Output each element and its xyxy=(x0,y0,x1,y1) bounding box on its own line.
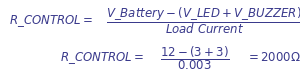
Text: $= 2000\Omega$: $= 2000\Omega$ xyxy=(246,51,300,64)
Text: $\mathit{R\_CONTROL} =$: $\mathit{R\_CONTROL} =$ xyxy=(9,13,93,29)
Text: $\mathit{R\_CONTROL} =$: $\mathit{R\_CONTROL} =$ xyxy=(60,50,144,66)
Text: $\dfrac{\mathit{V\_Battery}-(\mathit{V\_LED}+\mathit{V\_BUZZER})}{\mathit{Load\ : $\dfrac{\mathit{V\_Battery}-(\mathit{V\_… xyxy=(106,5,300,36)
Text: $\dfrac{12-(3+3)}{0.003}$: $\dfrac{12-(3+3)}{0.003}$ xyxy=(160,44,230,72)
